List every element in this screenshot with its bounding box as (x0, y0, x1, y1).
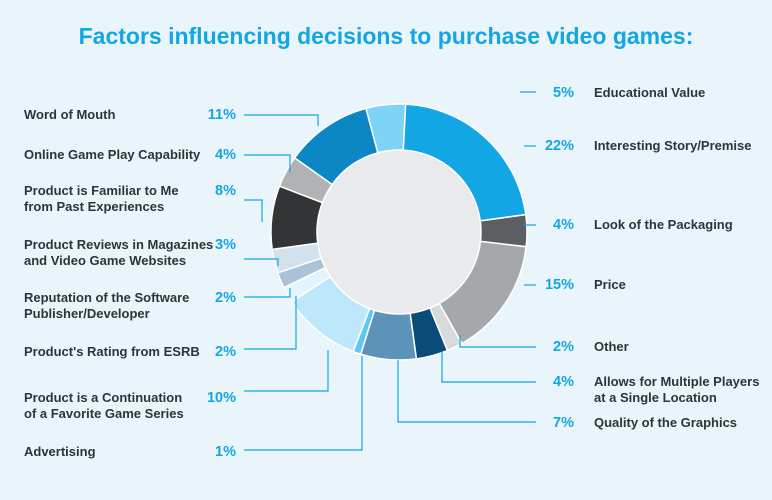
leader-line (244, 288, 291, 298)
slice-label-line: Look of the Packaging (594, 217, 733, 232)
slice-label: Look of the Packaging (594, 217, 733, 232)
slice-label-line: Interesting Story/Premise (594, 138, 752, 153)
slice-label: Word of Mouth (24, 107, 116, 122)
slice-label: Product is Familiar to Me from Past Exper… (24, 183, 179, 214)
slice-label: Interesting Story/Premise (594, 138, 752, 153)
slice-label: Allows for Multiple Players at a Single L… (594, 374, 759, 405)
slice-labels: 5% Educational Value 22% Interesting Story/… (24, 85, 759, 460)
slice-label-line: Price (594, 277, 626, 292)
slice-label: Advertising (24, 444, 96, 459)
slices (270, 103, 528, 361)
slice-label-line: from Past Experiences (24, 199, 164, 214)
slice-percent: 2% (553, 339, 574, 355)
leader-line (459, 335, 536, 348)
slice-label: Quality of the Graphics (594, 415, 737, 430)
slice-label-line: Product is a Continuation (24, 390, 182, 405)
leader-line (244, 114, 319, 126)
slice-label-line: Product is Familiar to Me (24, 183, 179, 198)
slice-label: Product Reviews in Magazines and Video Ga… (24, 237, 213, 268)
leader-line (397, 360, 536, 423)
leader-line (441, 352, 536, 383)
slice-label-line: of a Favorite Game Series (24, 406, 184, 421)
slice-label-line: at a Single Location (594, 390, 717, 405)
slice-percent: 8% (215, 183, 236, 199)
slice-label-line: Other (594, 339, 629, 354)
slice-label-line: Advertising (24, 444, 96, 459)
slice-label-line: Reputation of the Software (24, 290, 189, 305)
slice-label: Educational Value (594, 85, 705, 100)
leader-line (244, 154, 291, 172)
slice-label-line: Word of Mouth (24, 107, 116, 122)
leader-line (244, 199, 263, 222)
slice-label-line: and Video Game Websites (24, 253, 186, 268)
slice-label: Reputation of the Software Publisher/Deve… (24, 290, 189, 321)
leader-line (244, 356, 363, 451)
slice-percent: 4% (553, 374, 574, 390)
slice-label-line: Allows for Multiple Players (594, 374, 759, 389)
slice-percent: 10% (207, 390, 236, 406)
slice-percent: 5% (553, 85, 574, 101)
slice-percent: 1% (215, 444, 236, 460)
leader-line (244, 350, 329, 392)
slice-percent: 3% (215, 237, 236, 253)
donut-slice (293, 107, 379, 186)
slice-label-line: Educational Value (594, 85, 705, 100)
slice-label-line: Product Reviews in Magazines (24, 237, 213, 252)
slice-label-line: Quality of the Graphics (594, 415, 737, 430)
slice-percent: 22% (545, 138, 574, 154)
slice-label: Other (594, 339, 629, 354)
slice-label: Online Game Play Capability (24, 147, 201, 162)
slice-percent: 4% (553, 217, 574, 233)
donut-hole (318, 151, 480, 313)
slice-percent: 2% (215, 290, 236, 306)
slice-percent: 7% (553, 415, 574, 431)
slice-label-line: Online Game Play Capability (24, 147, 201, 162)
leader-line (244, 296, 297, 350)
slice-percent: 11% (208, 107, 236, 123)
slice-label-line: Publisher/Developer (24, 306, 150, 321)
slice-percent: 4% (215, 147, 236, 163)
slice-label: Product is a Continuation of a Favorite G… (24, 390, 184, 421)
slice-label-line: Product's Rating from ESRB (24, 344, 200, 359)
leader-line (244, 258, 279, 266)
slice-label: Price (594, 277, 626, 292)
leader-lines (244, 91, 536, 451)
slice-percent: 15% (545, 277, 574, 293)
slice-percent: 2% (215, 344, 236, 360)
slice-label: Product's Rating from ESRB (24, 344, 200, 359)
chart-title: Factors influencing decisions to purchas… (79, 23, 694, 49)
